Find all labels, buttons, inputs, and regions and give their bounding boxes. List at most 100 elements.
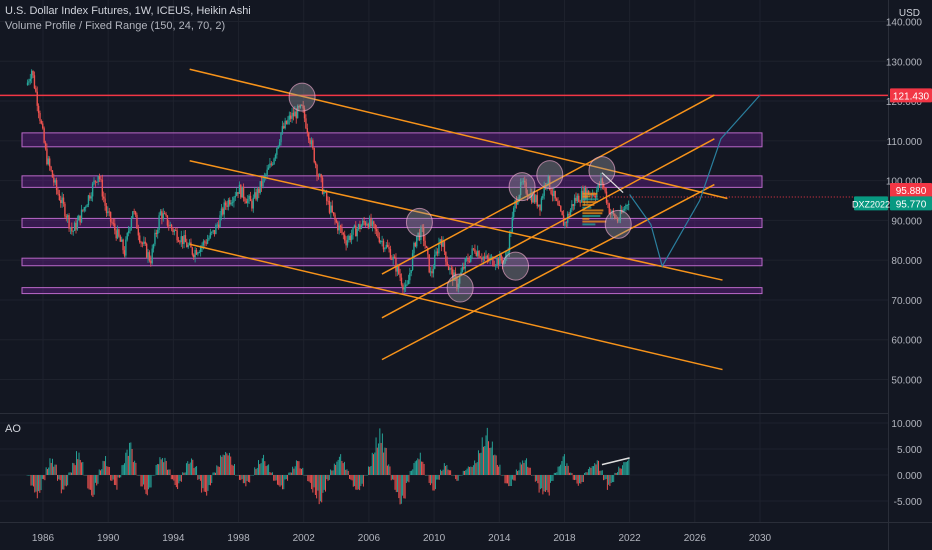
candle-body xyxy=(238,184,241,194)
candle-body xyxy=(508,233,511,252)
ao-tick-label: 10.000 xyxy=(891,419,922,430)
candle-body xyxy=(465,258,468,260)
ao-bar xyxy=(345,469,347,475)
price-tag[interactable]: 121.430 xyxy=(893,91,930,102)
candle-body xyxy=(461,267,464,272)
ao-bar xyxy=(303,475,305,476)
candle-body xyxy=(483,256,486,258)
ao-bar xyxy=(259,464,261,475)
candle-body xyxy=(326,192,328,201)
candle-body xyxy=(457,283,459,289)
candle-body xyxy=(229,199,231,205)
ao-bar xyxy=(86,475,88,476)
ao-bar xyxy=(245,475,247,487)
trendline[interactable] xyxy=(381,138,715,319)
trendline[interactable] xyxy=(189,159,723,281)
pivot-circle[interactable] xyxy=(536,160,564,190)
projection-path[interactable] xyxy=(629,94,761,268)
trendline[interactable] xyxy=(381,94,715,275)
trendline[interactable] xyxy=(381,183,715,361)
ao-bar xyxy=(307,475,309,482)
ao-bar xyxy=(40,475,42,491)
ao-bar xyxy=(54,464,56,475)
ao-bar xyxy=(606,475,608,490)
trendline[interactable] xyxy=(189,243,723,371)
ao-bar xyxy=(215,472,217,475)
ao-bar xyxy=(522,460,524,475)
candle-body xyxy=(157,229,159,235)
candle-body xyxy=(368,217,371,228)
ao-bar xyxy=(299,468,301,475)
candle-body xyxy=(94,180,97,182)
ao-bar xyxy=(246,475,248,481)
candle-body xyxy=(618,220,620,222)
ao-bar xyxy=(605,475,607,480)
trendline[interactable] xyxy=(189,68,728,200)
ao-bar xyxy=(370,465,372,475)
candle-body xyxy=(206,239,209,244)
pivot-circle[interactable] xyxy=(405,207,433,237)
candle-body xyxy=(327,200,329,202)
pivot-circle[interactable] xyxy=(446,273,474,303)
contract-tag-bg xyxy=(854,196,888,211)
candle-body xyxy=(471,248,473,256)
price-tag-bg xyxy=(890,196,932,211)
candle-body xyxy=(237,192,239,194)
ao-bar xyxy=(427,475,429,476)
ao-bar xyxy=(45,467,47,475)
ao-bar xyxy=(97,475,99,484)
pivot-circle[interactable] xyxy=(604,209,632,239)
ao-bar xyxy=(350,475,352,480)
annotation-line[interactable] xyxy=(601,172,624,193)
ao-bar xyxy=(194,466,196,475)
candle-body xyxy=(32,70,34,76)
ao-bar xyxy=(287,475,289,481)
candle-body xyxy=(54,180,56,183)
ao-bar xyxy=(124,463,125,475)
candle-body xyxy=(37,105,40,113)
ao-bar xyxy=(388,464,390,475)
price-tag[interactable]: 95.770 xyxy=(896,199,927,210)
candle-body xyxy=(443,240,446,252)
candle-body xyxy=(381,240,383,242)
currency-label[interactable]: USD xyxy=(899,8,920,19)
chart-title[interactable]: U.S. Dollar Index Futures, 1W, ICEUS, He… xyxy=(5,5,251,17)
candle-body xyxy=(519,181,522,196)
indicator-legend[interactable]: Volume Profile / Fixed Range (150, 24, 7… xyxy=(5,20,226,32)
candle-body xyxy=(615,218,617,219)
ao-bar xyxy=(355,475,357,490)
pivot-circle[interactable] xyxy=(288,82,316,112)
ao-bar xyxy=(84,475,86,476)
contract-tag[interactable]: DXZ2022 xyxy=(852,199,890,209)
candle-body xyxy=(302,105,304,109)
candle-body xyxy=(208,237,210,240)
pivot-circle[interactable] xyxy=(508,172,536,202)
candle-body xyxy=(82,209,84,211)
candle-body xyxy=(231,202,234,204)
candle-body xyxy=(371,221,374,226)
ao-bar xyxy=(323,475,325,490)
ao-bar xyxy=(300,468,302,475)
x-tick-label: 1994 xyxy=(162,533,185,544)
ao-bar xyxy=(465,470,467,475)
candle-body xyxy=(481,258,483,260)
ao-bar xyxy=(48,467,50,475)
ao-bar xyxy=(440,469,441,475)
pivot-circle[interactable] xyxy=(502,251,530,281)
candle-body xyxy=(422,227,425,241)
ao-bar xyxy=(585,472,587,475)
zone-rect xyxy=(21,217,763,229)
candle-body xyxy=(569,209,572,216)
ao-bar xyxy=(575,475,577,480)
candle-body xyxy=(267,167,270,170)
ao-legend[interactable]: AO xyxy=(5,423,21,435)
pivot-circle[interactable] xyxy=(588,156,616,186)
ao-bar xyxy=(590,467,592,475)
ao-bar xyxy=(624,462,626,475)
ao-bar xyxy=(68,472,70,475)
ao-annotation-line[interactable] xyxy=(601,457,630,466)
price-tag[interactable]: 95.880 xyxy=(896,186,927,197)
candle-body xyxy=(114,223,116,231)
ao-bar xyxy=(191,458,192,475)
candle-body xyxy=(169,224,171,227)
